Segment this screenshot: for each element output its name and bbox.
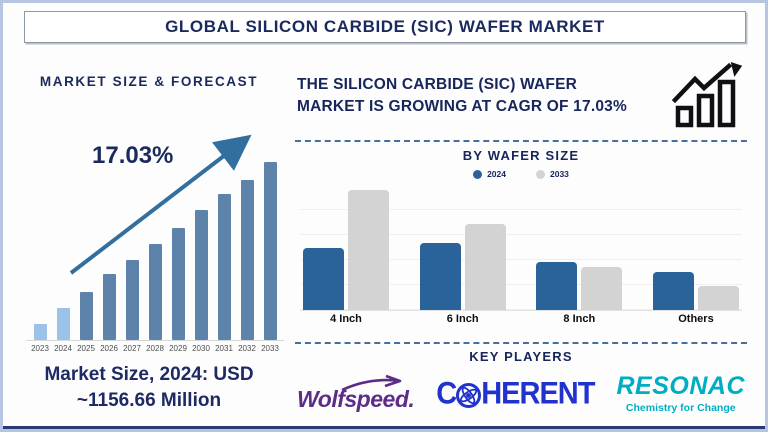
wafer-bar-4-inch-2033 xyxy=(348,190,389,310)
wafer-bars xyxy=(300,186,742,311)
forecast-bar-group-2029 xyxy=(168,228,188,340)
forecast-bar-2030 xyxy=(194,210,208,340)
forecast-bar-group-2028 xyxy=(145,244,165,340)
forecast-year-label-2026: 2026 xyxy=(100,344,118,353)
forecast-bar-2026 xyxy=(102,274,116,340)
forecast-bar-group-2024 xyxy=(53,308,73,340)
coherent-wordmark-rest: HERENT xyxy=(481,376,595,411)
resonac-wordmark: RESONAC xyxy=(616,372,745,400)
forecast-year-label-2023: 2023 xyxy=(31,344,49,353)
forecast-bar-2025 xyxy=(79,292,93,340)
market-forecast-panel: MARKET SIZE & FORECAST 17.03% 2023 2024 20… xyxy=(8,60,290,424)
wafer-bar-8-inch-2024 xyxy=(536,262,578,310)
legend-label-2033: 2033 xyxy=(550,169,569,179)
forecast-year-label-2033: 2033 xyxy=(261,344,279,353)
wafer-group-4-inch xyxy=(302,190,390,310)
forecast-axis-line xyxy=(26,340,284,341)
bottom-accent-strip xyxy=(3,426,765,429)
wafer-bar-6-inch-2033 xyxy=(464,224,506,310)
forecast-year-label-2027: 2027 xyxy=(123,344,141,353)
caption-line-1: Market Size, 2024: USD xyxy=(44,364,254,385)
forecast-bar-group-2023 xyxy=(30,324,50,340)
forecast-year-label-2029: 2029 xyxy=(169,344,187,353)
forecast-bar-group-2027 xyxy=(122,260,142,340)
forecast-year-labels: 2023 2024 2025 2026 2027 2028 2029 2030 2031 2032… xyxy=(30,344,280,353)
forecast-bar-group-2025 xyxy=(76,292,96,340)
wafer-bar-8-inch-2033 xyxy=(581,267,623,310)
forecast-bar-2027 xyxy=(125,260,139,340)
forecast-bar-2032 xyxy=(240,180,254,340)
forecast-heading: MARKET SIZE & FORECAST xyxy=(39,74,259,89)
cagr-annotation: 17.03% xyxy=(92,142,174,169)
forecast-bar-2033 xyxy=(263,162,277,340)
wafer-size-heading: BY WAFER SIZE xyxy=(462,148,580,163)
wafer-bar-others-2024 xyxy=(652,272,694,310)
forecast-bar-2029 xyxy=(171,228,185,340)
forecast-bar-2031 xyxy=(217,194,231,340)
forecast-bars xyxy=(30,162,280,340)
forecast-year-label-2030: 2030 xyxy=(192,344,210,353)
forecast-bar-group-2030 xyxy=(191,210,211,340)
forecast-year-label-2028: 2028 xyxy=(146,344,164,353)
wafer-legend: 2024 2033 xyxy=(295,169,747,179)
page-title: GLOBAL SILICON CARBIDE (SIC) WAFER MARKE… xyxy=(165,17,605,36)
forecast-bar-2024 xyxy=(56,308,70,340)
wafer-bar-4-inch-2024 xyxy=(303,248,344,310)
legend-item-2033: 2033 xyxy=(536,169,569,179)
forecast-year-label-2024: 2024 xyxy=(54,344,72,353)
forecast-bar-group-2033 xyxy=(260,162,280,340)
forecast-year-label-2032: 2032 xyxy=(238,344,256,353)
forecast-bar-group-2032 xyxy=(237,180,257,340)
wafer-bar-others-2033 xyxy=(697,286,739,310)
wafer-category-labels: 4 Inch 6 Inch 8 Inch Others xyxy=(300,313,742,325)
caption-line-2: ~1156.66 Million xyxy=(76,389,222,411)
forecast-bar-2023 xyxy=(33,324,47,340)
wafer-category-label-8-inch: 8 Inch xyxy=(563,313,596,325)
forecast-bar-group-2026 xyxy=(99,274,119,340)
wafer-category-label-6-inch: 6 Inch xyxy=(446,313,479,325)
coherent-logo: C HERENT xyxy=(436,376,595,411)
legend-item-2024: 2024 xyxy=(473,169,506,179)
key-players-logos: Wolfspeed. C HERENT RESONAC Chemistry fo… xyxy=(297,366,745,422)
cagr-headline-line-1: THE SILICON CARBIDE (SIC) WAFER xyxy=(297,76,578,93)
forecast-year-label-2025: 2025 xyxy=(77,344,95,353)
growth-chart-icon xyxy=(671,62,743,128)
forecast-bar-group-2031 xyxy=(214,194,234,340)
wafer-bar-6-inch-2024 xyxy=(419,243,461,310)
dashed-separator-top xyxy=(295,140,747,142)
wolfspeed-swoosh-icon xyxy=(341,374,402,391)
legend-label-2024: 2024 xyxy=(487,169,506,179)
cagr-headline: THE SILICON CARBIDE (SIC) WAFER MARKET I… xyxy=(297,74,677,117)
wafer-category-label-4-inch: 4 Inch xyxy=(330,313,362,325)
wafer-category-label-others: Others xyxy=(678,313,714,325)
legend-dot-2024 xyxy=(473,169,483,179)
key-players-heading: KEY PLAYERS xyxy=(469,349,573,364)
market-size-caption: Market Size, 2024: USD ~1156.66 Million xyxy=(8,362,290,413)
wafer-group-8-inch xyxy=(535,262,623,310)
right-panel: THE SILICON CARBIDE (SIC) WAFER MARKET I… xyxy=(295,62,747,424)
wafer-group-others xyxy=(652,272,740,310)
header-title-box: GLOBAL SILICON CARBIDE (SIC) WAFER MARKE… xyxy=(24,11,746,43)
forecast-year-label-2031: 2031 xyxy=(215,344,233,353)
resonac-tagline: Chemistry for Change xyxy=(625,402,736,414)
resonac-logo: RESONAC Chemistry for Change xyxy=(616,372,745,415)
wolfspeed-logo: Wolfspeed. xyxy=(297,374,415,413)
forecast-bar-2028 xyxy=(148,244,162,340)
coherent-wordmark-c: C xyxy=(436,376,457,411)
legend-dot-2033 xyxy=(536,169,545,179)
cagr-headline-line-2: MARKET IS GROWING AT CAGR OF 17.03% xyxy=(297,97,627,115)
wolfspeed-wordmark: Wolfspeed. xyxy=(297,385,415,412)
wafer-group-6-inch xyxy=(419,224,507,310)
coherent-atom-icon xyxy=(456,382,482,408)
dashed-separator-bottom xyxy=(295,342,747,344)
